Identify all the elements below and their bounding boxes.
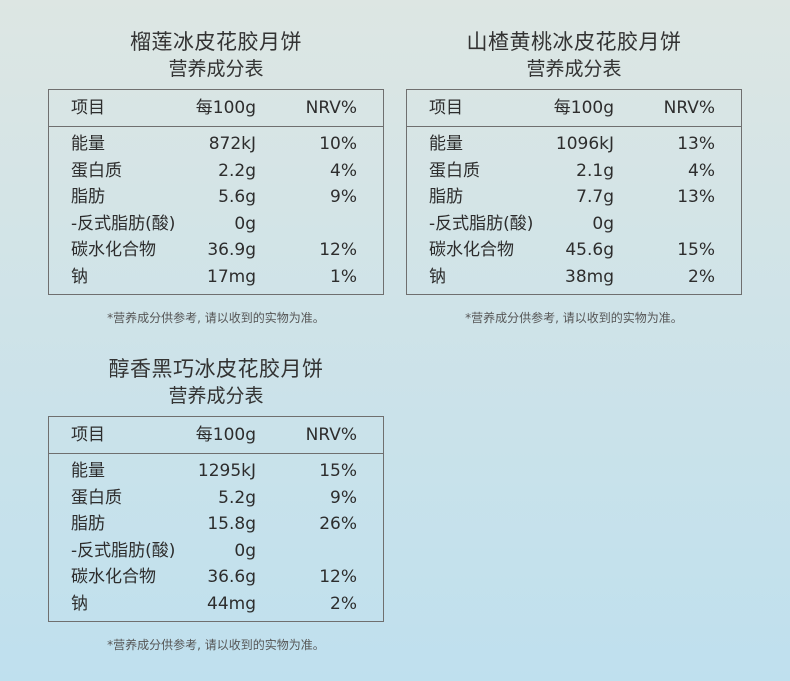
row-nrv: 15% — [677, 240, 715, 260]
header-per100g: 每100g — [195, 98, 256, 118]
row-nrv: 1% — [330, 266, 357, 287]
row-nrv: 12% — [319, 567, 357, 587]
row-label: 能量 — [429, 134, 463, 154]
header-nrv: NRV% — [663, 98, 715, 118]
row-label: 碳水化合物 — [71, 567, 156, 587]
panel-title: 榴莲冰皮花胶月饼 — [130, 30, 302, 54]
row-nrv: 13% — [677, 134, 715, 154]
row-value: 2.1g — [576, 160, 614, 181]
disclaimer-note: *营养成分供参考, 请以收到的实物为准。 — [465, 311, 683, 325]
header-item: 项目 — [71, 98, 105, 118]
table-row: 能量 872kJ 10% — [49, 131, 383, 158]
row-value: 44mg — [207, 593, 256, 614]
table-row: 碳水化合物 45.6g 15% — [407, 237, 741, 264]
row-nrv: 26% — [319, 514, 357, 534]
row-label: -反式脂肪(酸) — [429, 213, 534, 234]
row-label: 碳水化合物 — [71, 240, 156, 260]
table-header: 项目 每100g NRV% — [49, 417, 383, 454]
row-value: 1096kJ — [555, 134, 614, 154]
table-row: 脂肪 5.6g 9% — [49, 184, 383, 211]
panel-title: 山楂黄桃冰皮花胶月饼 — [466, 30, 682, 54]
header-item: 项目 — [71, 425, 105, 445]
table-row: 钠 17mg 1% — [49, 264, 383, 291]
row-nrv: 9% — [330, 487, 357, 508]
table-row: 脂肪 7.7g 13% — [407, 184, 741, 211]
nutrition-table: 项目 每100g NRV% 能量 872kJ 10% 蛋白质 2.2g 4% 脂… — [48, 89, 384, 295]
row-nrv: 2% — [330, 593, 357, 614]
row-value: 1295kJ — [197, 461, 256, 481]
row-nrv: 4% — [688, 160, 715, 181]
panel-title: 醇香黑巧冰皮花胶月饼 — [108, 357, 324, 381]
panel-subtitle: 营养成分表 — [168, 385, 264, 407]
row-label: 碳水化合物 — [429, 240, 514, 260]
row-value: 0g — [234, 213, 256, 234]
row-value: 36.9g — [207, 240, 256, 260]
row-value: 0g — [234, 540, 256, 561]
row-value: 45.6g — [565, 240, 614, 260]
disclaimer-note: *营养成分供参考, 请以收到的实物为准。 — [107, 638, 325, 652]
row-label: 脂肪 — [429, 187, 463, 207]
row-nrv: 4% — [330, 160, 357, 181]
table-header: 项目 每100g NRV% — [407, 90, 741, 127]
row-nrv: 15% — [319, 461, 357, 481]
row-label: 蛋白质 — [71, 487, 122, 508]
table-row: 钠 44mg 2% — [49, 591, 383, 618]
row-value: 5.2g — [218, 487, 256, 508]
row-nrv: 2% — [688, 266, 715, 287]
row-value: 2.2g — [218, 160, 256, 181]
row-value: 7.7g — [576, 187, 614, 207]
row-label: 钠 — [71, 266, 88, 287]
row-value: 15.8g — [207, 514, 256, 534]
table-row: 能量 1096kJ 13% — [407, 131, 741, 158]
row-label: 蛋白质 — [429, 160, 480, 181]
row-value: 38mg — [565, 266, 614, 287]
row-nrv: 10% — [319, 134, 357, 154]
row-label: 能量 — [71, 461, 105, 481]
row-nrv: 13% — [677, 187, 715, 207]
header-nrv: NRV% — [305, 98, 357, 118]
panel-subtitle: 营养成分表 — [168, 58, 264, 80]
header-nrv: NRV% — [305, 425, 357, 445]
panel-subtitle: 营养成分表 — [526, 58, 622, 80]
table-row: 蛋白质 2.2g 4% — [49, 158, 383, 185]
row-label: 蛋白质 — [71, 160, 122, 181]
panel-dark-chocolate: 醇香黑巧冰皮花胶月饼 营养成分表 项目 每100g NRV% 能量 1295kJ… — [48, 355, 384, 653]
table-row: -反式脂肪(酸) 0g — [407, 211, 741, 238]
table-row: -反式脂肪(酸) 0g — [49, 211, 383, 238]
table-row: 碳水化合物 36.6g 12% — [49, 564, 383, 591]
row-value: 17mg — [207, 266, 256, 287]
row-label: 脂肪 — [71, 514, 105, 534]
disclaimer-note: *营养成分供参考, 请以收到的实物为准。 — [107, 311, 325, 325]
header-per100g: 每100g — [553, 98, 614, 118]
row-label: -反式脂肪(酸) — [71, 540, 176, 561]
row-value: 0g — [592, 213, 614, 234]
table-row: 能量 1295kJ 15% — [49, 458, 383, 485]
table-row: 蛋白质 2.1g 4% — [407, 158, 741, 185]
row-value: 872kJ — [208, 134, 256, 154]
table-row: 脂肪 15.8g 26% — [49, 511, 383, 538]
table-row: 蛋白质 5.2g 9% — [49, 485, 383, 512]
row-label: 钠 — [429, 266, 446, 287]
panel-hawthorn-peach: 山楂黄桃冰皮花胶月饼 营养成分表 项目 每100g NRV% 能量 1096kJ… — [406, 28, 742, 326]
header-item: 项目 — [429, 98, 463, 118]
nutrition-table: 项目 每100g NRV% 能量 1295kJ 15% 蛋白质 5.2g 9% … — [48, 416, 384, 622]
row-label: 钠 — [71, 593, 88, 614]
row-label: 脂肪 — [71, 187, 105, 207]
table-row: 碳水化合物 36.9g 12% — [49, 237, 383, 264]
row-nrv: 12% — [319, 240, 357, 260]
row-label: 能量 — [71, 134, 105, 154]
panel-durian: 榴莲冰皮花胶月饼 营养成分表 项目 每100g NRV% 能量 872kJ 10… — [48, 28, 384, 326]
table-row: -反式脂肪(酸) 0g — [49, 538, 383, 565]
header-per100g: 每100g — [195, 425, 256, 445]
row-value: 5.6g — [218, 187, 256, 207]
table-row: 钠 38mg 2% — [407, 264, 741, 291]
row-value: 36.6g — [207, 567, 256, 587]
nutrition-table: 项目 每100g NRV% 能量 1096kJ 13% 蛋白质 2.1g 4% … — [406, 89, 742, 295]
table-header: 项目 每100g NRV% — [49, 90, 383, 127]
row-label: -反式脂肪(酸) — [71, 213, 176, 234]
row-nrv: 9% — [330, 187, 357, 207]
